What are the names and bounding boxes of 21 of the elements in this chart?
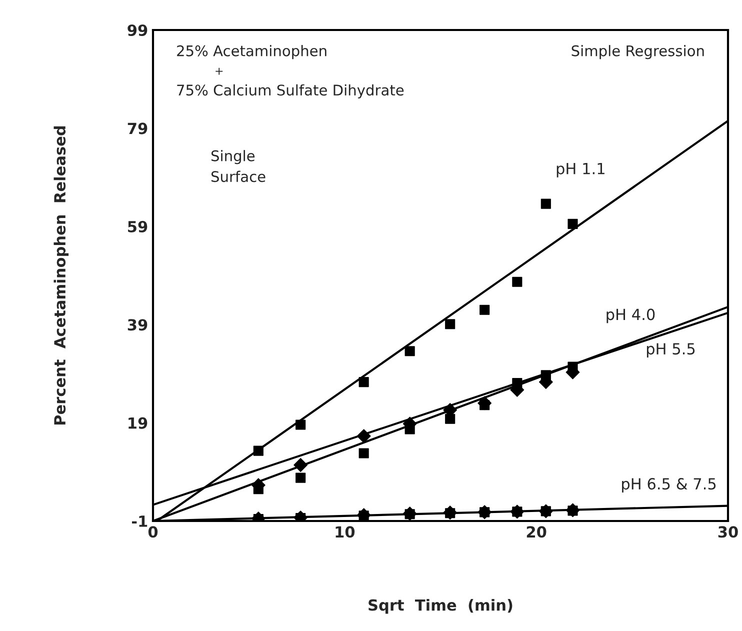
y-tick-label: 59 [128,220,148,232]
y-tick-label: 39 [128,319,148,331]
y-tick-label: 99 [128,24,148,36]
annotation: 25% Acetaminophen [177,45,326,60]
x-tick-label: 30 [718,526,738,538]
y-tick-label: -1 [132,516,148,527]
x-axis-title: Sqrt Time (min) [368,598,512,614]
series-label: pH 5.5 [646,343,695,358]
series-label: pH 1.1 [556,163,604,178]
x-tick-label: 0 [148,526,158,538]
series-label: pH 6.5 & 7.5 [622,478,716,493]
annotation: + [216,68,223,75]
x-tick-label: 20 [526,526,546,538]
y-axis-title: Percent Acetaminophen Released [54,126,69,425]
y-tick-label: 79 [128,122,148,134]
annotation: 75% Calcium Sulfate Dihydrate [177,84,404,98]
series-label: pH 4.0 [606,308,655,324]
annotation: Single Surface [211,150,266,182]
x-tick-label: 10 [336,526,355,538]
annotation: Simple Regression [572,45,704,60]
y-tick-label: 19 [128,417,148,429]
